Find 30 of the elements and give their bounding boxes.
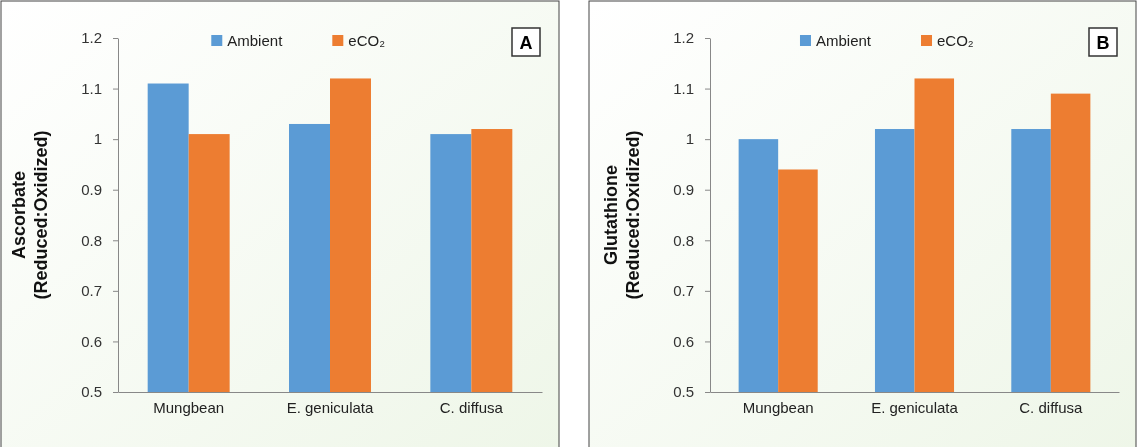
y-tick-label: 0.9 xyxy=(81,181,102,199)
y-tick-label: 1.2 xyxy=(673,29,694,47)
y-axis-title: Ascorbate (Reduced:Oxidized) xyxy=(9,130,51,300)
y-tick-label: 0.6 xyxy=(673,332,694,350)
y-tick-label: 0.8 xyxy=(81,231,102,249)
x-tick-label: E. geniculata xyxy=(871,399,959,416)
y-axis-title: Glutathione (Reduced:Oxidized) xyxy=(601,130,643,300)
y-tick-label: 1.1 xyxy=(81,79,102,97)
legend-label: Ambient xyxy=(815,32,872,49)
y-tick-label: 1.1 xyxy=(673,79,694,97)
y-tick-label: 0.6 xyxy=(81,332,102,350)
x-tick-label: E. geniculata xyxy=(286,399,375,416)
y-tick-label: 1 xyxy=(93,130,102,148)
legend-label: eCO₂ xyxy=(937,32,974,49)
x-tick-label: Mungbean xyxy=(153,399,225,416)
annotation: B xyxy=(1096,33,1110,53)
y-tick-label: 0.7 xyxy=(81,282,102,300)
y-tick-label: 0.5 xyxy=(81,383,102,401)
annotation: A xyxy=(519,33,533,53)
y-tick-label: 1 xyxy=(685,130,694,148)
x-tick-label: C. diffusa xyxy=(1019,399,1084,416)
y-tick-label: 0.9 xyxy=(673,181,694,199)
x-tick-label: C. diffusa xyxy=(439,399,504,416)
legend-label: eCO₂ xyxy=(348,32,386,49)
y-tick-label: 0.7 xyxy=(673,282,694,300)
y-tick-label: 1.2 xyxy=(81,29,102,47)
y-tick-label: 0.5 xyxy=(673,383,694,401)
y-tick-label: 0.8 xyxy=(673,231,694,249)
legend-label: Ambient xyxy=(227,32,284,49)
x-tick-label: Mungbean xyxy=(742,399,814,416)
